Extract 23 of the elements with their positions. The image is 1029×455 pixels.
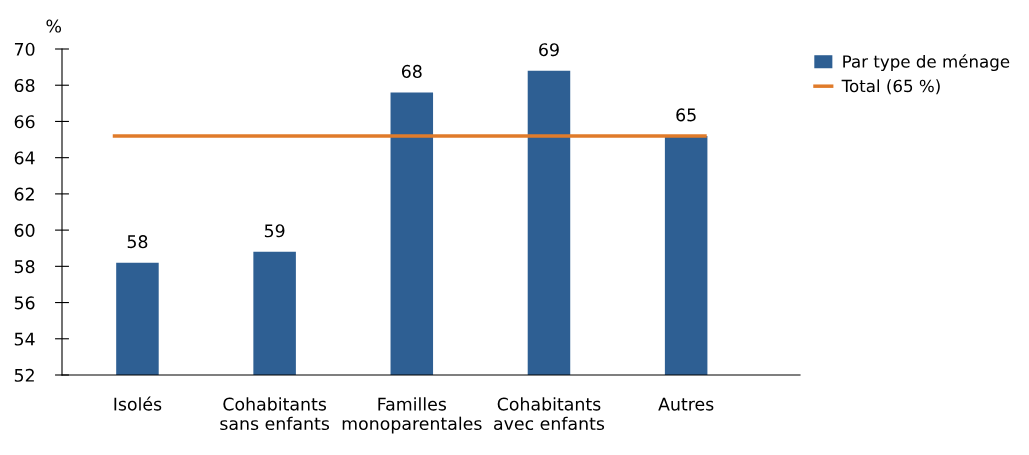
data-label: 65 (676, 108, 696, 122)
y-tick-label: 58 (14, 260, 35, 274)
legend-label: Total (65 %) (841, 79, 940, 95)
data-label: 69 (539, 43, 559, 57)
y-tick-label: 70 (14, 42, 35, 56)
x-tick-label: Isolés (114, 396, 162, 411)
x-tick-label: Cohabitants avec enfants (494, 397, 605, 431)
data-label: 58 (127, 235, 148, 249)
data-label: 59 (264, 224, 285, 238)
y-tick-label: 68 (14, 78, 35, 93)
x-tick-label: Autres (658, 397, 714, 411)
legend-label: Par type de ménage (843, 54, 1010, 72)
y-axis-title: % (46, 19, 62, 33)
x-tick-label: Cohabitants sans enfants (220, 397, 330, 431)
data-label: 68 (401, 64, 422, 78)
y-tick-label: 54 (14, 332, 35, 346)
y-tick-label: 56 (14, 296, 35, 310)
y-tick-label: 64 (14, 151, 35, 165)
y-tick-label: 66 (14, 115, 35, 129)
y-tick-label: 52 (14, 368, 34, 382)
y-tick-label: 60 (14, 223, 35, 237)
y-tick-label: 62 (14, 187, 34, 201)
x-tick-label: Familles monoparentales (342, 397, 482, 434)
